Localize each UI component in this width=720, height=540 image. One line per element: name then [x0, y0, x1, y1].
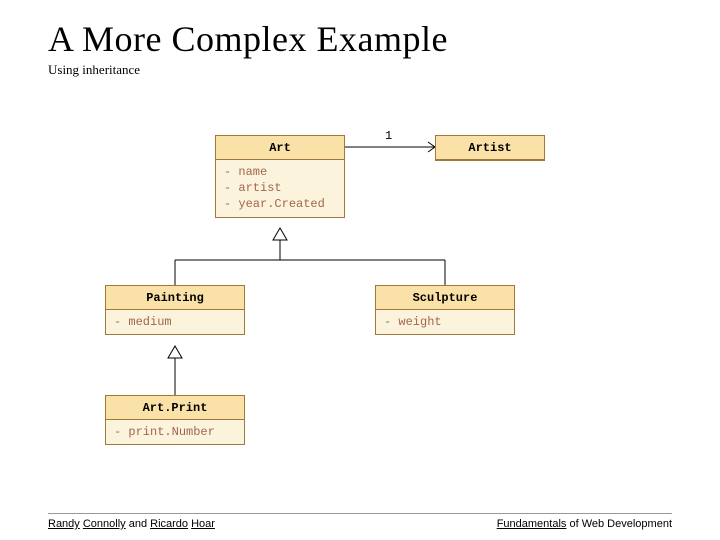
class-attr: - medium — [114, 314, 236, 330]
class-painting-header: Painting — [106, 286, 244, 310]
class-art-attrs: - name- artist- year.Created — [216, 160, 344, 217]
class-artprint: Art.Print - print.Number — [105, 395, 245, 445]
uml-diagram: 1 Art - name- artist- year.Created Artis… — [85, 125, 645, 485]
class-attr: - artist — [224, 180, 336, 196]
class-art-header: Art — [216, 136, 344, 160]
multiplicity-label: 1 — [385, 129, 392, 143]
class-sculpture-header: Sculpture — [376, 286, 514, 310]
class-attr: - weight — [384, 314, 506, 330]
class-painting: Painting - medium — [105, 285, 245, 335]
class-artprint-header: Art.Print — [106, 396, 244, 420]
page-subtitle: Using inheritance — [48, 62, 672, 78]
class-artist-header: Artist — [436, 136, 544, 160]
class-art: Art - name- artist- year.Created — [215, 135, 345, 218]
footer-divider — [48, 513, 672, 514]
class-attr: - name — [224, 164, 336, 180]
footer-authors: Randy Connolly and Ricardo Hoar — [48, 518, 215, 530]
footer-book-title: Fundamentals of Web Development — [497, 518, 672, 530]
class-sculpture-attrs: - weight — [376, 310, 514, 334]
class-attr: - print.Number — [114, 424, 236, 440]
class-artist: Artist — [435, 135, 545, 161]
class-sculpture: Sculpture - weight — [375, 285, 515, 335]
page-title: A More Complex Example — [48, 18, 672, 60]
class-artprint-attrs: - print.Number — [106, 420, 244, 444]
class-attr: - year.Created — [224, 196, 336, 212]
class-painting-attrs: - medium — [106, 310, 244, 334]
slide-footer: Randy Connolly and Ricardo Hoar Fundamen… — [48, 513, 672, 530]
